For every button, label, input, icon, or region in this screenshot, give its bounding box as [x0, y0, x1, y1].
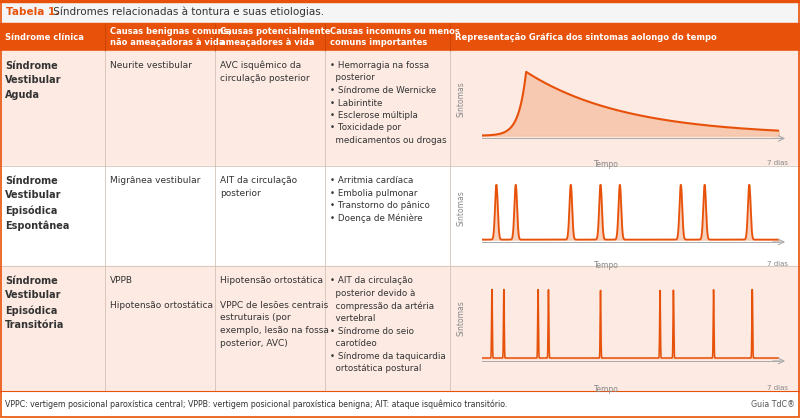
Text: Tempo: Tempo: [594, 160, 619, 169]
Text: 7 dias: 7 dias: [767, 160, 788, 166]
Text: Neurite vestibular: Neurite vestibular: [110, 61, 192, 70]
Text: AIT da circulação
posterior: AIT da circulação posterior: [220, 176, 297, 197]
Bar: [0, 0, 800, 22]
Text: VPPB

Hipotensão ortostática: VPPB Hipotensão ortostática: [110, 276, 213, 310]
Bar: [0, 391, 800, 418]
Text: Causas potencialmente
ameaçadores à vida: Causas potencialmente ameaçadores à vida: [220, 27, 330, 47]
Text: Sintomas: Sintomas: [456, 82, 465, 117]
Text: • Hemorragia na fossa
  posterior
• Síndrome de Wernicke
• Labirintite
• Esclero: • Hemorragia na fossa posterior • Síndro…: [330, 61, 446, 145]
Text: Sintomas: Sintomas: [456, 190, 465, 226]
Text: Causas incomuns ou menos
comuns importantes: Causas incomuns ou menos comuns importan…: [330, 27, 460, 47]
Text: Síndrome
Vestibular
Aguda: Síndrome Vestibular Aguda: [5, 61, 62, 100]
Bar: [0, 23, 800, 51]
Text: Síndrome
Vestibular
Episódica
Espontânea: Síndrome Vestibular Episódica Espontânea: [5, 176, 70, 231]
Text: 7 dias: 7 dias: [767, 261, 788, 267]
Bar: [0, 51, 800, 166]
Text: Sintomas: Sintomas: [456, 301, 465, 336]
Bar: [0, 0, 800, 2]
Text: Causas benignas comuns,
não ameaçadoras à vida: Causas benignas comuns, não ameaçadoras …: [110, 27, 232, 47]
Text: Migrânea vestibular: Migrânea vestibular: [110, 176, 200, 185]
Text: Hipotensão ortostática

VPPC de lesões centrais
estruturais (por
exemplo, lesão : Hipotensão ortostática VPPC de lesões ce…: [220, 276, 329, 347]
Text: Síndromes relacionadas à tontura e suas etiologias.: Síndromes relacionadas à tontura e suas …: [50, 7, 324, 17]
Bar: [0, 166, 800, 266]
Text: Tempo: Tempo: [594, 261, 619, 270]
Text: Síndrome
Vestibular
Episódica
Transitória: Síndrome Vestibular Episódica Transitóri…: [5, 276, 64, 330]
Text: Síndrome clínica: Síndrome clínica: [5, 33, 84, 41]
Text: VPPC: vertigem posicional paroxística central; VPPB: vertigem posicional paroxís: VPPC: vertigem posicional paroxística ce…: [5, 400, 507, 409]
Text: Guia TdC®: Guia TdC®: [751, 400, 795, 409]
Bar: [0, 266, 800, 391]
Text: AVC isquêmico da
circulação posterior: AVC isquêmico da circulação posterior: [220, 61, 310, 83]
Text: • Arritmia cardíaca
• Embolia pulmonar
• Transtorno do pânico
• Doença de Ménièr: • Arritmia cardíaca • Embolia pulmonar •…: [330, 176, 430, 223]
Text: • AIT da circulação
  posterior devido à
  compressão da artéria
  vertebral
• S: • AIT da circulação posterior devido à c…: [330, 276, 446, 373]
Text: 7 dias: 7 dias: [767, 385, 788, 391]
Text: Representação Gráfica dos sintomas aolongo do tempo: Representação Gráfica dos sintomas aolon…: [455, 33, 717, 41]
Text: Tabela 1.: Tabela 1.: [6, 7, 59, 17]
Text: Tempo: Tempo: [594, 385, 619, 394]
